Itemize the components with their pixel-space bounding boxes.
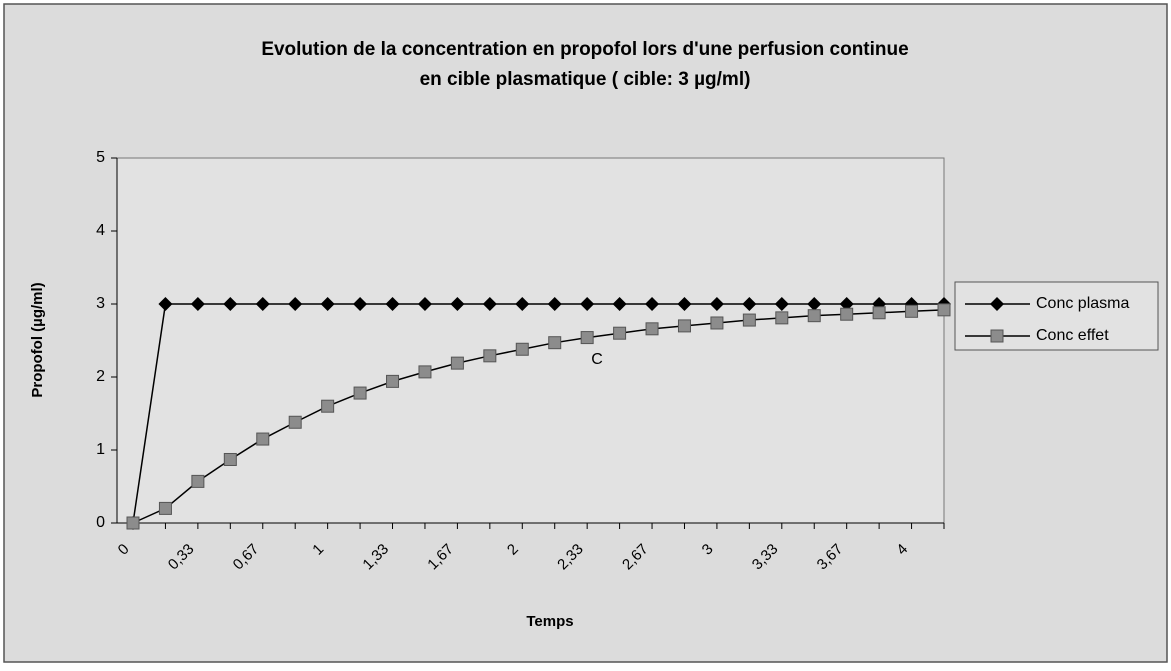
y-tick-label: 1 [96, 441, 105, 458]
point [255, 297, 270, 311]
point [775, 311, 789, 325]
y-axis-label: Propofol (µg/ml) [29, 282, 46, 397]
point [353, 386, 367, 400]
x-axis-label: Temps [526, 613, 573, 630]
point [320, 297, 335, 311]
point [645, 322, 659, 336]
y-tick-label: 2 [96, 368, 105, 385]
point [840, 307, 854, 321]
point [353, 297, 368, 311]
point [807, 297, 822, 311]
chart-title: Evolution de la concentration en propofo… [261, 39, 908, 60]
point [547, 297, 562, 311]
point [386, 374, 400, 388]
point [190, 297, 205, 311]
point [288, 415, 302, 429]
point [645, 297, 660, 311]
y-tick-label: 0 [96, 514, 105, 531]
annotation: C [591, 351, 603, 368]
y-tick-label: 4 [96, 222, 105, 239]
point [158, 297, 173, 311]
point [710, 316, 724, 330]
point [742, 313, 756, 327]
point [515, 342, 529, 356]
point [321, 399, 335, 413]
point [223, 452, 237, 466]
y-tick-label: 5 [96, 149, 105, 166]
point [288, 297, 303, 311]
point [515, 297, 530, 311]
point [905, 304, 919, 318]
point [580, 331, 594, 345]
point [580, 297, 595, 311]
point [483, 349, 497, 363]
point [482, 297, 497, 311]
point [417, 297, 432, 311]
point [450, 356, 464, 370]
point [937, 303, 951, 317]
y-tick-label: 3 [96, 295, 105, 312]
point [158, 501, 172, 515]
legend-marker [990, 329, 1004, 343]
point [677, 319, 691, 333]
point [450, 297, 465, 311]
point [839, 297, 854, 311]
point [418, 365, 432, 379]
legend [954, 281, 1159, 351]
point [613, 326, 627, 340]
legend-label: Conc effet [1036, 327, 1109, 344]
legend-label: Conc plasma [1036, 295, 1129, 312]
point [191, 474, 205, 488]
point [612, 297, 627, 311]
point [548, 336, 562, 350]
point [223, 297, 238, 311]
point [709, 297, 724, 311]
point [742, 297, 757, 311]
plot-area [116, 157, 945, 524]
point [256, 432, 270, 446]
point [385, 297, 400, 311]
point [807, 309, 821, 323]
point [872, 306, 886, 320]
point [677, 297, 692, 311]
point [126, 516, 140, 530]
legend-marker [990, 297, 1004, 311]
point [774, 297, 789, 311]
chart-title: en cible plasmatique ( cible: 3 µg/ml) [420, 69, 751, 90]
